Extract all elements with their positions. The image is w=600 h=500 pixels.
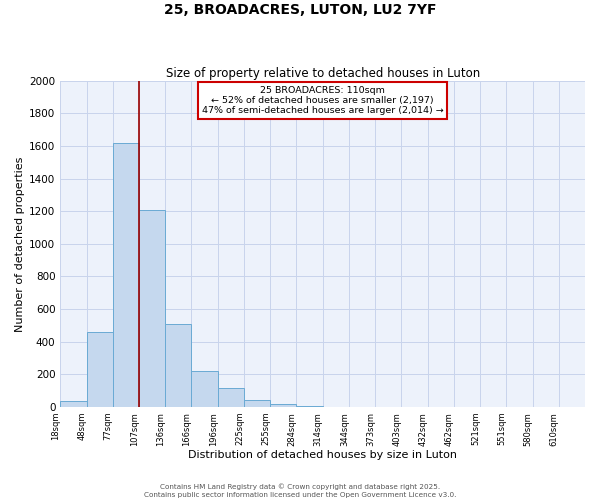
Bar: [165, 324, 191, 407]
Bar: [113, 142, 139, 407]
Text: 25 BROADACRES: 110sqm
← 52% of detached houses are smaller (2,197)
47% of semi-d: 25 BROADACRES: 110sqm ← 52% of detached …: [202, 86, 443, 116]
Bar: [270, 404, 296, 407]
Text: 25, BROADACRES, LUTON, LU2 7YF: 25, BROADACRES, LUTON, LU2 7YF: [164, 2, 436, 16]
Bar: [139, 210, 165, 407]
Text: Contains HM Land Registry data © Crown copyright and database right 2025.
Contai: Contains HM Land Registry data © Crown c…: [144, 484, 456, 498]
Title: Size of property relative to detached houses in Luton: Size of property relative to detached ho…: [166, 66, 480, 80]
Bar: [60, 402, 86, 407]
Bar: [244, 400, 270, 407]
Bar: [296, 406, 323, 407]
Bar: [191, 371, 218, 407]
Bar: [86, 332, 113, 407]
Bar: [218, 388, 244, 407]
Y-axis label: Number of detached properties: Number of detached properties: [15, 156, 25, 332]
X-axis label: Distribution of detached houses by size in Luton: Distribution of detached houses by size …: [188, 450, 457, 460]
